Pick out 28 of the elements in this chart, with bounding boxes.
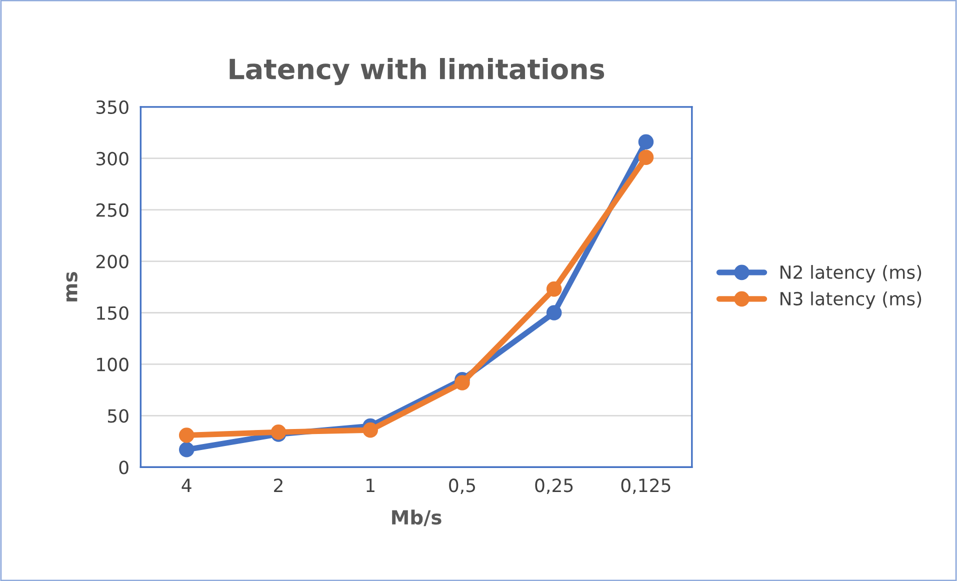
y-axis-title: ms [66, 272, 78, 302]
x-tick-label: 0,25 [535, 478, 573, 494]
legend-label: N2 latency (ms) [780, 265, 922, 282]
y-tick-label: 100 [97, 358, 128, 372]
point [546, 281, 562, 297]
point [546, 305, 562, 320]
point [178, 442, 194, 458]
y-tick-label: 0 [119, 460, 128, 474]
point [362, 422, 378, 438]
x-tick-label: 4 [182, 478, 192, 492]
y-tick-label: 300 [96, 152, 128, 166]
x-axis-title: Mb/s [392, 510, 442, 526]
chart-title: Latency with limitations [230, 58, 604, 86]
point [638, 150, 654, 165]
point [638, 134, 654, 150]
y-tick-label: 250 [96, 203, 128, 217]
x-tick-label: 0,125 [621, 478, 670, 494]
x-tick-label: 2 [274, 478, 282, 492]
point [454, 375, 470, 390]
y-tick-label: 50 [108, 409, 128, 423]
x-tick-label: 1 [366, 478, 374, 492]
x-tick-label: 0,5 [449, 478, 476, 494]
legend-label: N3 latency (ms) [780, 292, 922, 309]
y-tick-label: 150 [97, 306, 128, 320]
y-tick-label: 200 [96, 254, 128, 268]
y-tick-label: 350 [96, 100, 128, 114]
point [178, 428, 194, 443]
point [270, 424, 286, 440]
